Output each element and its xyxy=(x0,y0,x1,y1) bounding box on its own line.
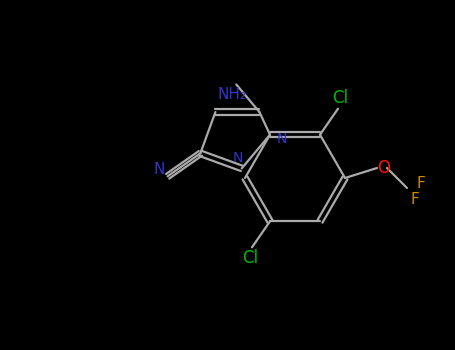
Text: O: O xyxy=(378,159,390,177)
Text: N: N xyxy=(154,162,165,177)
Text: N: N xyxy=(277,132,287,146)
Text: F: F xyxy=(410,193,420,208)
Text: N: N xyxy=(233,152,243,166)
Text: F: F xyxy=(417,175,425,190)
Text: NH₂: NH₂ xyxy=(218,87,247,102)
Text: Cl: Cl xyxy=(332,89,348,107)
Text: Cl: Cl xyxy=(242,249,258,267)
